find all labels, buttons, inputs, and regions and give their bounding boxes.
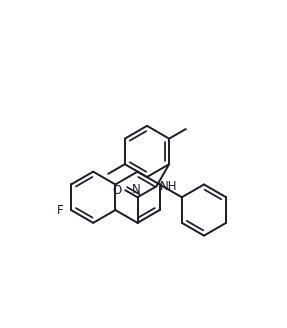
Text: O: O [112, 184, 121, 197]
Text: N: N [132, 183, 141, 196]
Text: F: F [57, 204, 64, 216]
Text: NH: NH [159, 180, 177, 193]
